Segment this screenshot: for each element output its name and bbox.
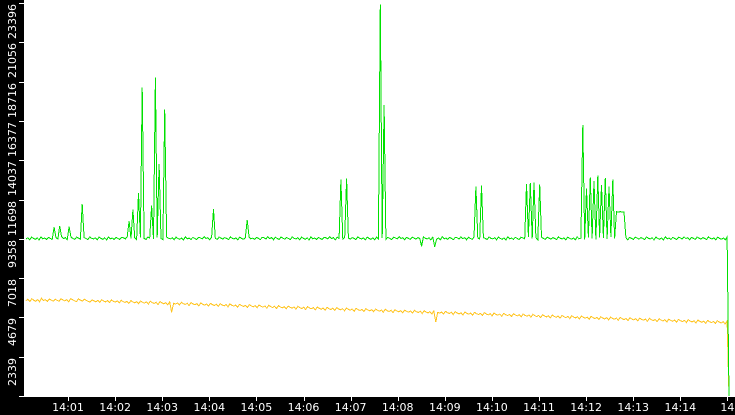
- y-tick-label: 23396: [6, 4, 19, 39]
- y-tick-mark: [19, 356, 24, 358]
- y-tick-label: 14037: [6, 161, 19, 197]
- y-tick-label: 11698: [6, 200, 19, 236]
- x-tick-label: 14:09: [428, 401, 461, 414]
- x-tick-mark: [350, 397, 352, 401]
- x-tick-mark: [586, 397, 588, 401]
- x-tick-mark: [68, 397, 69, 401]
- x-tick-label: 14:13: [617, 401, 650, 414]
- yellow-trace: [25, 297, 730, 397]
- y-tick-mark: [19, 238, 24, 240]
- x-tick-mark: [162, 397, 164, 401]
- x-tick-label: 14:06: [287, 401, 320, 414]
- x-tick-label: 14:08: [381, 401, 414, 414]
- plot-area: [24, 0, 735, 397]
- x-tick-label: 14:07: [334, 401, 367, 414]
- x-tick-label: 14:03: [146, 401, 179, 414]
- y-axis: 0233946797018935811698140371637718716210…: [0, 0, 24, 404]
- x-tick-label: 14:10: [476, 401, 508, 414]
- y-tick-mark: [19, 42, 24, 44]
- y-tick-mark: [19, 199, 24, 201]
- y-tick-mark: [19, 3, 24, 4]
- y-tick-mark: [19, 160, 24, 162]
- y-tick-label: 4679: [6, 318, 19, 347]
- y-tick-mark: [19, 81, 24, 83]
- x-tick-label: 14:11: [523, 401, 555, 414]
- x-tick-mark: [727, 397, 729, 401]
- x-tick-label: 14:02: [99, 401, 131, 414]
- x-tick-mark: [397, 397, 399, 401]
- x-axis: 14:01 14:02 14:03 14:04 14:05 14:06 14:07 14:08…: [0, 397, 735, 415]
- y-tick-mark: [19, 278, 24, 280]
- y-tick-label: 9358: [6, 239, 19, 268]
- x-tick-label: 14: [720, 401, 735, 414]
- y-tick-label: 18716: [6, 82, 19, 118]
- x-tick-mark: [115, 397, 117, 401]
- y-tick-label: 21056: [6, 43, 19, 79]
- x-axis-baseline: [24, 396, 735, 397]
- green-trace: [25, 4, 730, 397]
- x-tick-label: 14:05: [240, 401, 273, 414]
- series-canvas: [25, 4, 730, 397]
- y-tick-label: 7018: [6, 279, 19, 308]
- x-tick-mark: [633, 397, 635, 401]
- y-tick-mark: [19, 120, 24, 122]
- x-tick-mark: [256, 397, 258, 401]
- x-tick-label: 14:14: [664, 401, 697, 414]
- y-tick-mark: [19, 396, 24, 397]
- x-tick-mark: [444, 397, 446, 401]
- x-tick-label: 14:04: [193, 401, 226, 414]
- x-tick-label: 14:12: [570, 401, 602, 414]
- x-tick-label: 14:01: [52, 401, 84, 414]
- x-tick-mark: [491, 397, 493, 401]
- y-tick-mark: [19, 317, 24, 319]
- y-tick-label: 2339: [6, 357, 19, 386]
- x-tick-mark: [680, 397, 682, 401]
- y-tick-label: 16377: [6, 121, 19, 157]
- x-tick-mark: [303, 397, 305, 401]
- x-tick-mark: [539, 397, 540, 401]
- x-tick-mark: [209, 397, 211, 401]
